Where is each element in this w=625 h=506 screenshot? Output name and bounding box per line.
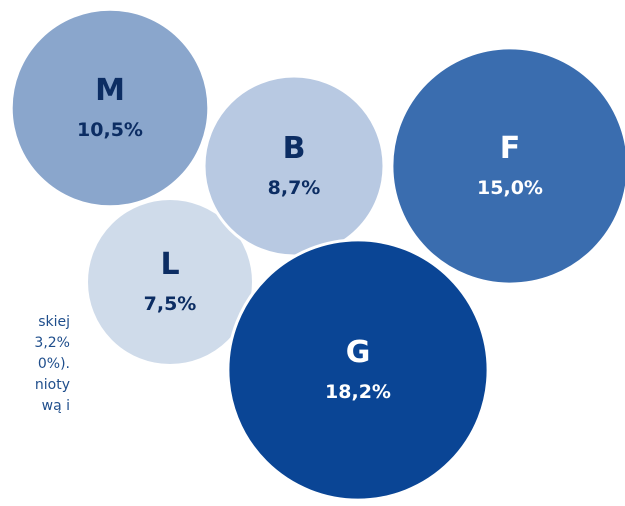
bubble-label-g: G xyxy=(346,335,371,370)
bubble-b xyxy=(202,74,386,258)
bubble-m xyxy=(9,7,211,209)
side-text-line-5: wą i xyxy=(41,398,70,414)
truncated-side-text: skiej 3,2% 0%). nioty wą i xyxy=(0,312,70,417)
bubble-value-g: 18,2% xyxy=(325,381,391,403)
bubble-label-m: M xyxy=(95,73,125,108)
side-text-line-3: 0%). xyxy=(37,356,70,372)
side-text-line-1: skiej xyxy=(38,314,70,330)
bubble-label-f: F xyxy=(500,131,521,166)
side-text-line-4: nioty xyxy=(34,377,70,393)
side-text-line-2: 3,2% xyxy=(34,335,70,351)
bubble-value-m: 10,5% xyxy=(77,119,143,141)
bubble-label-l: L xyxy=(160,247,179,282)
bubble-value-f: 15,0% xyxy=(477,177,543,199)
bubble-f xyxy=(390,46,625,286)
bubble-value-b: 8,7% xyxy=(268,177,321,199)
bubble-g xyxy=(226,238,490,502)
bubble-label-b: B xyxy=(283,131,306,166)
bubble-l xyxy=(85,197,255,367)
bubble-value-l: 7,5% xyxy=(144,293,197,315)
